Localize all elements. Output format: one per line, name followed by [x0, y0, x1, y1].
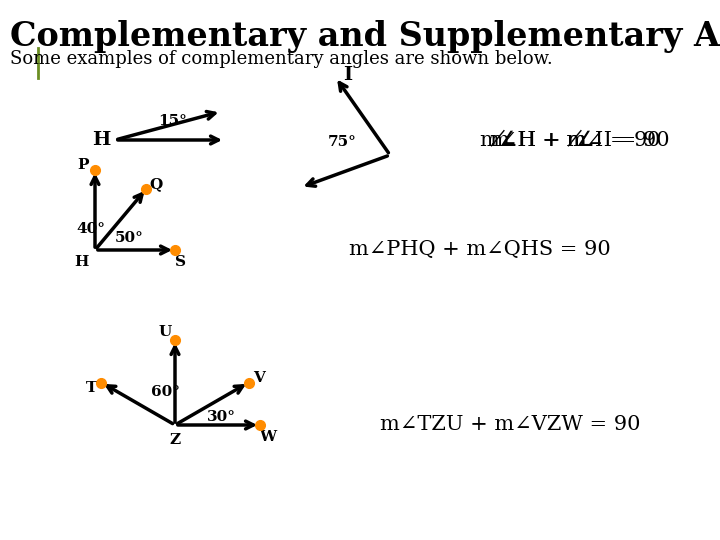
Text: m∠H + m∠I = 90: m∠H + m∠I = 90 — [480, 131, 670, 150]
Text: Q: Q — [150, 177, 163, 191]
Text: P: P — [77, 158, 89, 172]
Text: 40°: 40° — [76, 222, 105, 237]
Text: Complementary and Supplementary Angles: Complementary and Supplementary Angles — [10, 20, 720, 53]
Text: 60°: 60° — [151, 385, 181, 399]
Text: m$\!\not\!\!\angle$H + m$\!\not\!\!\angle$I = 90: m$\!\not\!\!\angle$H + m$\!\not\!\!\angl… — [489, 129, 661, 151]
Text: I: I — [343, 66, 352, 84]
Text: S: S — [174, 255, 186, 269]
Text: m∠TZU + m∠VZW = 90: m∠TZU + m∠VZW = 90 — [379, 415, 640, 435]
Text: Z: Z — [169, 433, 181, 447]
Text: H: H — [92, 131, 110, 149]
Text: V: V — [253, 370, 264, 384]
Text: 30°: 30° — [207, 409, 236, 423]
Text: T: T — [86, 381, 97, 395]
Text: Some examples of complementary angles are shown below.: Some examples of complementary angles ar… — [10, 50, 553, 68]
Text: U: U — [158, 325, 171, 339]
Text: W: W — [259, 430, 276, 444]
Text: H: H — [74, 255, 88, 269]
Text: m∠PHQ + m∠QHS = 90: m∠PHQ + m∠QHS = 90 — [349, 240, 611, 260]
Text: 15°: 15° — [158, 114, 187, 129]
Text: 75°: 75° — [328, 136, 356, 150]
Text: 50°: 50° — [115, 231, 144, 245]
